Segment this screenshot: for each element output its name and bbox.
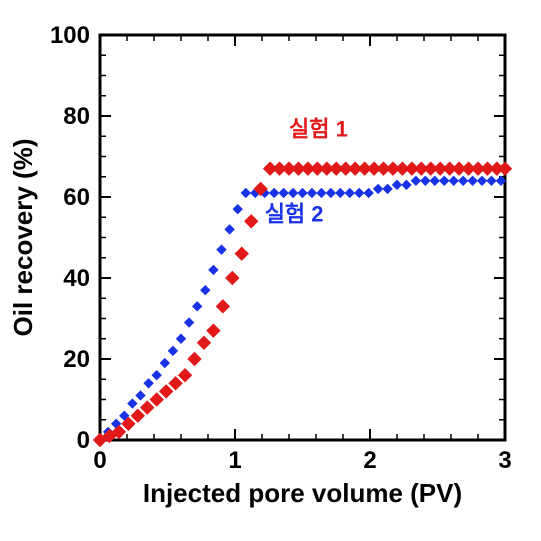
y-tick-label: 80 [63,103,90,130]
y-axis-label: Oil recovery (%) [8,139,38,337]
y-tick-label: 0 [77,427,90,454]
x-axis-label: Injected pore volume (PV) [143,478,462,508]
oil-recovery-chart: 0 1 2 3 0 20 40 60 80 100 Injected pore volume (PV… [0,0,541,541]
series-label-exp2: 실험 2 [265,201,324,226]
x-tick-label: 2 [363,447,376,474]
y-tick-label: 100 [50,22,90,49]
x-tick-label: 3 [498,447,511,474]
y-tick-label: 40 [63,265,90,292]
x-tick-label: 0 [93,447,106,474]
x-tick-label: 1 [228,447,241,474]
chart-svg: 0 1 2 3 0 20 40 60 80 100 Injected pore volume (PV… [0,0,541,541]
series-label-exp1: 실험 1 [289,116,348,141]
y-tick-label: 20 [63,346,90,373]
y-tick-label: 60 [63,184,90,211]
